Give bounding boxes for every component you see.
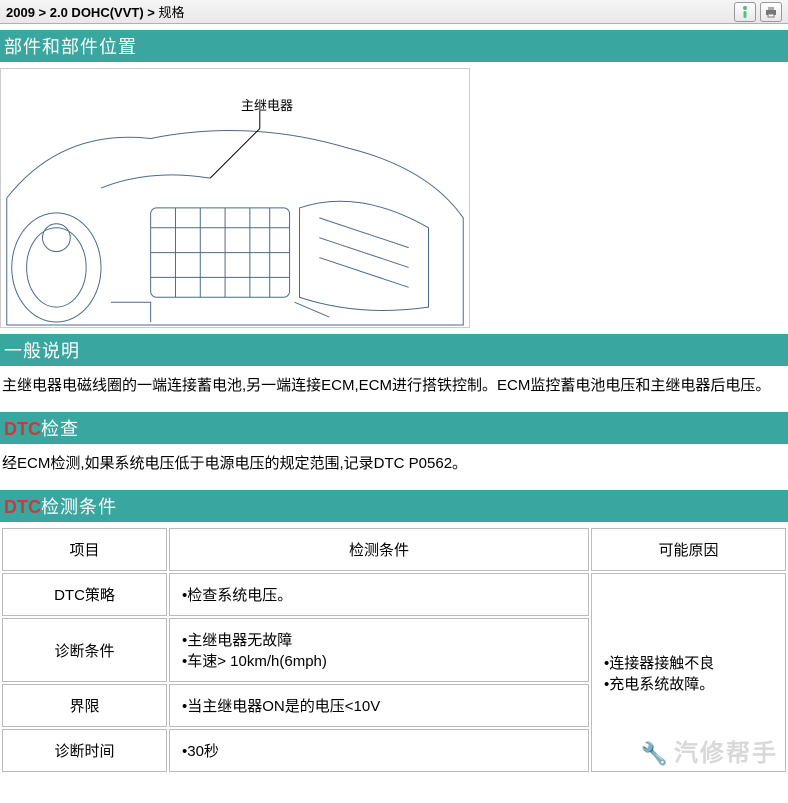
breadcrumb-year: 2009 xyxy=(6,5,35,20)
row-cond: •检查系统电压。 xyxy=(169,573,589,616)
row-label: 界限 xyxy=(2,684,167,727)
breadcrumb-engine: 2.0 DOHC(VVT) xyxy=(50,5,144,20)
top-toolbar: 2009 > 2.0 DOHC(VVT) > 规格 xyxy=(0,0,788,24)
row-label: 诊断条件 xyxy=(2,618,167,682)
print-icon[interactable] xyxy=(760,2,782,22)
col-cause: 可能原因 xyxy=(591,528,786,571)
engine-diagram: 主继电器 xyxy=(0,68,470,328)
toolbar-icons xyxy=(734,2,782,22)
col-item: 项目 xyxy=(2,528,167,571)
row-cond: •30秒 xyxy=(169,729,589,772)
row-cond: •当主继电器ON是的电压<10V xyxy=(169,684,589,727)
section-dtc-check: DTC检查 xyxy=(0,412,788,444)
section-general: 一般说明 xyxy=(0,334,788,366)
breadcrumb: 2009 > 2.0 DOHC(VVT) > 规格 xyxy=(6,2,185,21)
diagram-relay-label: 主继电器 xyxy=(241,95,293,114)
section-parts-location: 部件和部件位置 xyxy=(0,30,788,62)
row-cond: •主继电器无故障 •车速> 10km/h(6mph) xyxy=(169,618,589,682)
info-icon[interactable] xyxy=(734,2,756,22)
row-label: 诊断时间 xyxy=(2,729,167,772)
row-label: DTC策略 xyxy=(2,573,167,616)
table-header-row: 项目 检测条件 可能原因 xyxy=(2,528,786,571)
section-dtc-conditions: DTC检测条件 xyxy=(0,490,788,522)
possible-causes: •连接器接触不良 •充电系统故障。 xyxy=(591,573,786,772)
dtc-check-text: 经ECM检测,如果系统电压低于电源电压的规定范围,记录DTC P0562。 xyxy=(0,444,788,484)
col-condition: 检测条件 xyxy=(169,528,589,571)
engine-line-drawing xyxy=(1,69,469,327)
general-description-text: 主继电器电磁线圈的一端连接蓄电池,另一端连接ECM,ECM进行搭铁控制。ECM监… xyxy=(0,366,788,406)
breadcrumb-spec: 规格 xyxy=(158,5,184,20)
dtc-conditions-table: 项目 检测条件 可能原因 DTC策略 •检查系统电压。 •连接器接触不良 •充电… xyxy=(0,526,788,774)
table-row: DTC策略 •检查系统电压。 •连接器接触不良 •充电系统故障。 xyxy=(2,573,786,616)
